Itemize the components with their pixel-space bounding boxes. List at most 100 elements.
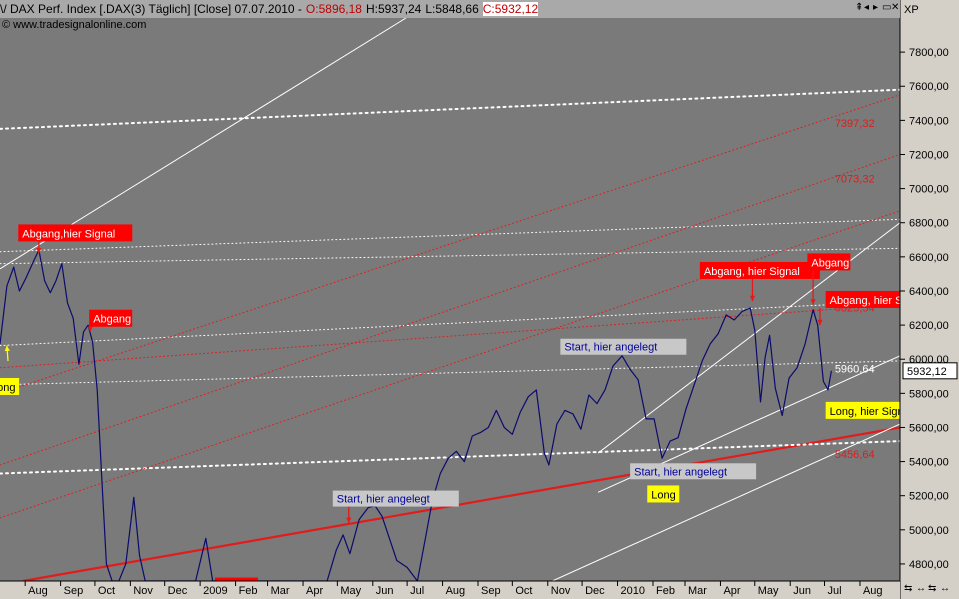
channel-line-4 [552,423,900,581]
dotted-channel-line-11 [0,304,900,369]
dotted-channel-line-5 [0,88,900,130]
y-tick-label-14: 7600,00 [909,81,949,93]
annotation-0-box [18,224,133,242]
x-tick-label-24: Aug [863,585,883,597]
maximize-icon[interactable]: ⇞ [855,2,864,13]
y-tick-label-12: 7200,00 [909,149,949,161]
scroll-left-icon[interactable]: ◂ [864,2,870,13]
y-tick-label-10: 6800,00 [909,218,949,230]
y-tick-label-1: 5000,00 [909,525,949,537]
x-tick-label-10: Jun [376,585,394,597]
y-tick-label-7: 6200,00 [909,320,949,332]
annotation-1-box [89,309,133,327]
x-tick-label-11: Jul [410,585,424,597]
close-icon[interactable]: ✕ [891,2,900,13]
annotation-4-label: Abgang, hier Signal [704,266,800,278]
y-tick-label-11: 7000,00 [909,184,949,196]
last-price-label: 5932,12 [907,366,947,378]
annotation-9-arrow-head [346,517,352,523]
x-axis-panel [0,581,900,599]
level-label-4: 5456,64 [835,449,875,461]
annotation-0-arrow-head [36,248,42,254]
y-tick-label-8: 6400,00 [909,286,949,298]
annotation-3-label: ong [0,382,15,394]
level-label-0: 7397,32 [835,118,875,130]
annotation-10-box [647,485,680,503]
x-tick-label-7: Mar [271,585,290,597]
annotation-4-arrow-head [749,295,756,302]
x-tick-label-21: May [758,585,779,597]
watermark: © www.tradesignalonline.com [2,19,147,31]
channel-line-0 [22,426,900,581]
close-value: C:5932,12 [482,2,539,16]
x-tick-label-6: Feb [239,585,258,597]
x-tick-label-12: Aug [446,585,466,597]
dotted-channel-line-13 [0,153,900,466]
annotation-8-box [630,463,757,480]
low-value: L:5848,66 [425,2,479,16]
x-tick-label-3: Nov [133,585,153,597]
annotation-7-box [560,338,687,355]
x-tick-label-4: Dec [168,585,188,597]
annotation-7-label: Start, hier angelegt [564,342,657,354]
x-tick-label-5: 2009 [203,585,227,597]
annotation-5-box [807,253,851,271]
plot-area[interactable] [0,18,900,581]
y-tick-label-13: 7400,00 [909,115,949,127]
annotation-4-box [699,261,820,279]
y-tick-label-3: 5400,00 [909,457,949,469]
x-tick-label-0: Aug [28,585,48,597]
x-tick-label-22: Jun [793,585,811,597]
x-tick-label-23: Jul [828,585,842,597]
zoom-arrows-icon[interactable]: ↔ [916,583,926,594]
last-price-box [902,362,958,380]
annotation-5-label: Abgang [811,257,849,269]
x-tick-label-19: Mar [688,585,707,597]
scroll-right-icon[interactable]: ▸ [873,2,879,13]
annotation-5-arrow-head [810,299,816,305]
annotation-1-label: Abgang [93,314,131,326]
x-tick-label-18: Feb [656,585,675,597]
y-axis-panel [900,0,959,599]
x-tick-label-17: 2010 [621,585,645,597]
chart-header: \/ DAX Perf. Index [.DAX(3) Täglich] [Cl… [0,0,900,18]
annotation-1-arrow-head [87,326,93,332]
annotation-0-label: Abgang,hier Signal [22,228,115,240]
annotation-3-arrow-head [4,345,10,352]
x-tick-label-9: May [340,585,361,597]
level-label-3: 5960,64 [835,364,875,376]
y-tick-label-4: 5600,00 [909,422,949,434]
y-tick-label-15: 7800,00 [909,47,949,59]
x-tick-label-13: Sep [481,585,501,597]
axis-menu-label[interactable]: XP [904,4,919,16]
annotation-11-label: Long, hier Signal [830,406,913,418]
annotation-10-label: Long [651,489,675,501]
dax-price-line[interactable] [0,249,832,581]
restore-icon[interactable]: ▭ [882,2,892,13]
x-tick-label-1: Sep [64,585,84,597]
instrument-label: \/ DAX Perf. Index [.DAX(3) Täglich] [Cl… [0,2,302,16]
annotation-9-box [332,490,459,507]
annotation-8-label: Start, hier angelegt [634,466,727,478]
annotation-6-arrow-head [817,319,823,326]
y-tick-label-5: 5800,00 [909,388,949,400]
open-value: O:5896,18 [305,2,362,16]
x-tick-label-20: Apr [723,585,740,597]
x-tick-label-8: Apr [306,585,323,597]
annotation-3-box [0,377,20,395]
y-tick-label-9: 6600,00 [909,252,949,264]
level-label-1: 7073,32 [835,173,875,185]
y-tick-label-2: 5200,00 [909,491,949,503]
x-tick-label-16: Dec [585,585,605,597]
pan-arrows-icon[interactable]: ⇆ [928,583,937,594]
x-tick-label-2: Oct [98,585,115,597]
fit-arrows-icon[interactable]: ↔ [940,583,950,594]
scroll-arrows-icon[interactable]: ⇆ [904,583,913,594]
high-value: H:5937,24 [365,2,422,16]
y-tick-label-0: 4800,00 [909,559,949,571]
x-tick-label-14: Oct [515,585,532,597]
x-tick-label-15: Nov [551,585,571,597]
annotation-9-label: Start, hier angelegt [337,494,430,506]
